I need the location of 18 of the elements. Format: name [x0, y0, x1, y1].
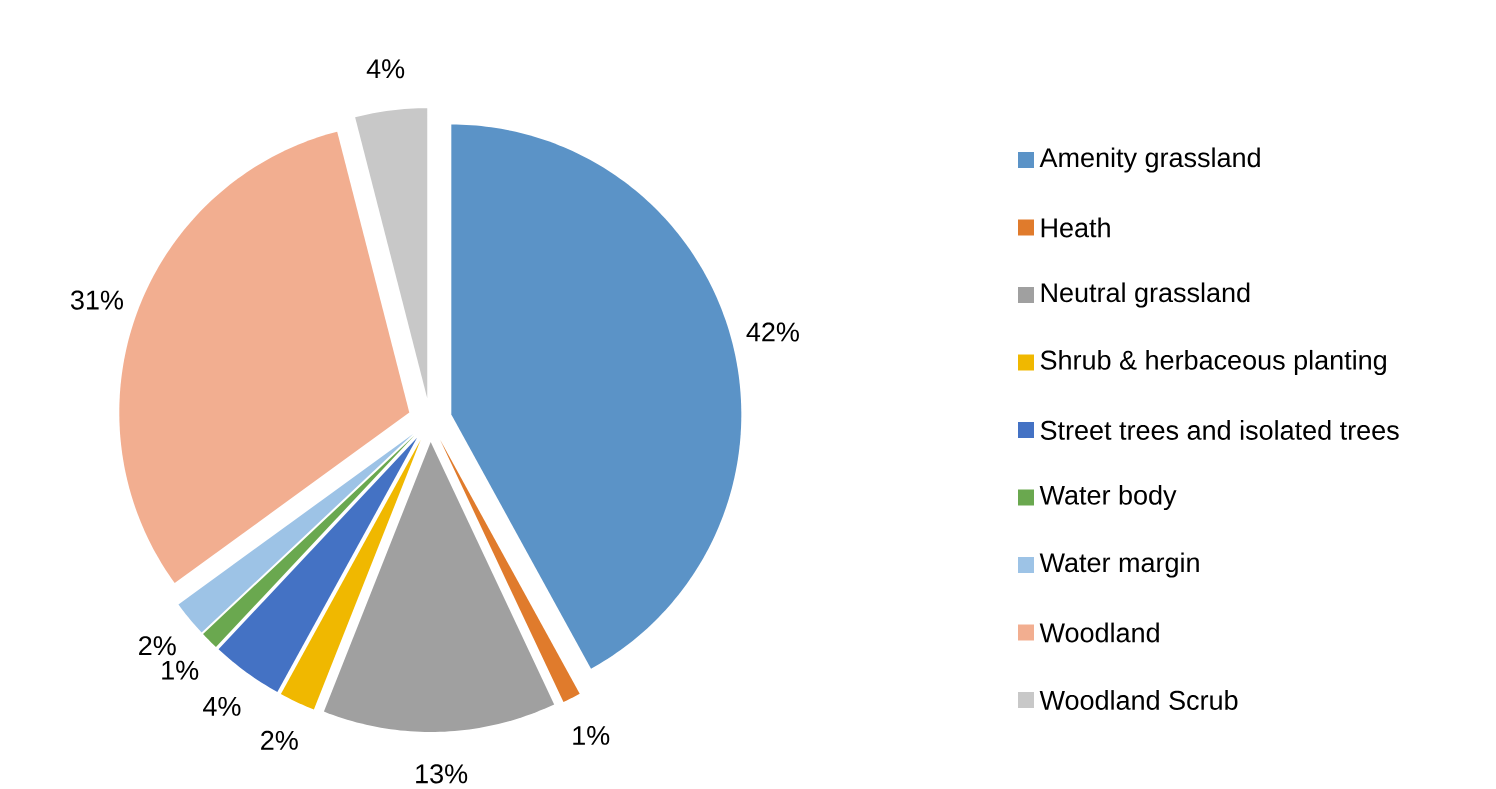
legend-label: Water body	[1039, 484, 1177, 511]
legend-label: Water margin	[1039, 552, 1199, 578]
data-label: 42%	[746, 322, 799, 342]
legend-label: Street trees and isolated trees	[1040, 420, 1399, 440]
data-label: 1%	[573, 725, 610, 745]
legend-label: Neutral grassland	[1041, 282, 1250, 308]
data-label: 4%	[366, 59, 405, 79]
legend-label: Shrub & herbaceous planting	[1040, 349, 1386, 376]
data-label: 31%	[70, 290, 123, 310]
legend-label: Amenity grassland	[1039, 147, 1260, 173]
data-label: 2%	[261, 730, 298, 750]
data-label: 1%	[162, 660, 199, 680]
legend-label: Woodland Scrub	[1039, 690, 1238, 710]
data-label: 13%	[416, 764, 468, 784]
data-label: 2%	[139, 636, 176, 656]
legend-label: Woodland	[1039, 622, 1159, 643]
legend-label: Heath	[1041, 217, 1110, 238]
data-label: 4%	[203, 696, 241, 716]
